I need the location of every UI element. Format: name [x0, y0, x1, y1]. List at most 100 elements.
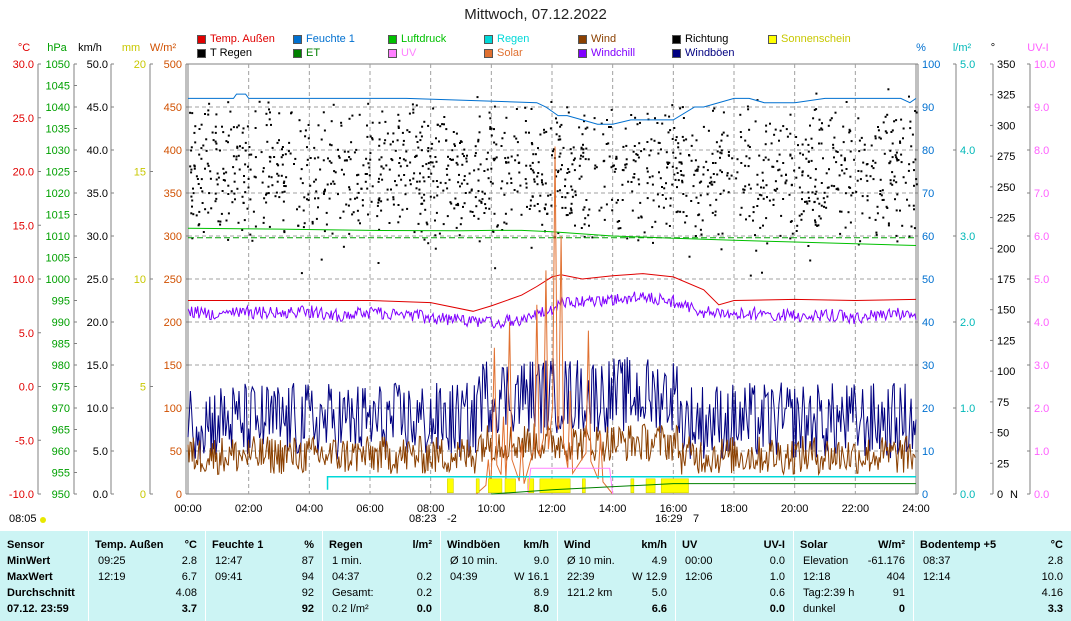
- richtung-point: [849, 150, 852, 153]
- richtung-point: [651, 183, 654, 186]
- richtung-point: [915, 111, 918, 114]
- richtung-point: [536, 183, 539, 186]
- richtung-point: [423, 199, 426, 202]
- richtung-point: [591, 236, 594, 239]
- richtung-point: [194, 141, 197, 144]
- richtung-point: [780, 214, 783, 217]
- richtung-point: [322, 111, 325, 114]
- richtung-point: [381, 110, 384, 113]
- richtung-point: [652, 241, 654, 244]
- col-header: Wind: [564, 539, 591, 551]
- richtung-point: [566, 192, 569, 195]
- richtung-point: [694, 235, 697, 237]
- legend-swatch: [388, 48, 397, 58]
- avg-value: 92: [301, 587, 314, 599]
- richtung-point: [366, 187, 369, 190]
- richtung-point: [293, 163, 295, 165]
- richtung-point: [709, 176, 712, 179]
- richtung-point: [779, 234, 782, 237]
- richtung-point: [809, 176, 812, 179]
- richtung-point: [857, 170, 860, 172]
- richtung-point: [327, 157, 329, 160]
- richtung-point: [711, 152, 714, 155]
- richtung-point: [307, 124, 310, 126]
- richtung-point: [902, 137, 904, 140]
- tick-label-pct: 100: [922, 59, 940, 71]
- richtung-point: [439, 181, 442, 184]
- richtung-point: [276, 141, 279, 144]
- richtung-point: [483, 192, 486, 195]
- richtung-point: [707, 185, 710, 188]
- richtung-point: [284, 153, 287, 156]
- richtung-point: [337, 193, 339, 196]
- richtung-point: [427, 242, 430, 245]
- col-unit: %: [304, 539, 314, 551]
- richtung-point: [348, 188, 351, 191]
- minwert-label: MinWert: [7, 555, 51, 567]
- richtung-point: [476, 96, 479, 99]
- richtung-point: [419, 172, 421, 175]
- richtung-point: [827, 124, 830, 127]
- richtung-point: [782, 198, 785, 200]
- tick-label-lm2: 5.0: [960, 59, 975, 71]
- richtung-point: [315, 190, 318, 193]
- richtung-point: [883, 152, 886, 155]
- tick-label-mm: 20: [134, 59, 146, 71]
- axis-unit-hpa: hPa: [47, 42, 67, 54]
- richtung-point: [254, 127, 257, 129]
- richtung-point: [296, 208, 298, 211]
- tick-label-temp: 15.0: [13, 220, 34, 232]
- richtung-point: [418, 192, 421, 195]
- tick-label-hpa: 960: [52, 446, 70, 458]
- richtung-point: [684, 221, 687, 224]
- richtung-point: [339, 216, 342, 219]
- richtung-point: [764, 156, 767, 159]
- richtung-point: [699, 194, 702, 197]
- richtung-point: [345, 203, 348, 206]
- richtung-point: [555, 117, 557, 120]
- richtung-point: [483, 170, 486, 172]
- richtung-point: [432, 107, 435, 110]
- richtung-point: [613, 170, 616, 173]
- richtung-point: [902, 127, 905, 130]
- richtung-point: [874, 135, 877, 138]
- richtung-point: [380, 200, 383, 203]
- richtung-point: [290, 112, 292, 115]
- richtung-point: [434, 156, 437, 158]
- richtung-point: [453, 143, 456, 146]
- richtung-point: [789, 237, 792, 240]
- richtung-point: [915, 183, 918, 186]
- legend-item: ET: [293, 47, 320, 59]
- tick-label-mm: 5: [140, 382, 146, 394]
- tick-label-hpa: 980: [52, 360, 70, 372]
- richtung-point: [504, 157, 507, 160]
- richtung-point: [583, 114, 586, 117]
- tick-label-deg: 300: [997, 120, 1015, 132]
- richtung-point: [745, 218, 747, 221]
- richtung-point: [227, 141, 229, 144]
- richtung-point: [236, 187, 239, 190]
- richtung-point: [756, 173, 759, 176]
- richtung-point: [661, 194, 664, 196]
- legend-swatch: [484, 34, 493, 44]
- richtung-point: [706, 169, 709, 172]
- richtung-point: [204, 208, 207, 211]
- x-tick-label: 10:00: [478, 503, 506, 515]
- richtung-point: [862, 161, 865, 164]
- richtung-point: [348, 117, 351, 120]
- richtung-point: [749, 274, 752, 277]
- richtung-point: [215, 178, 218, 181]
- richtung-point: [361, 199, 364, 202]
- richtung-point: [481, 190, 484, 193]
- richtung-point: [449, 201, 452, 204]
- richtung-point: [679, 107, 682, 110]
- richtung-point: [910, 225, 913, 228]
- richtung-point: [423, 193, 426, 196]
- x-tick-label: 20:00: [781, 503, 809, 515]
- richtung-point: [866, 199, 869, 202]
- richtung-point: [863, 148, 866, 151]
- axis-unit-kmh: km/h: [78, 42, 102, 54]
- richtung-point: [227, 238, 230, 241]
- richtung-point: [564, 185, 566, 188]
- richtung-point: [423, 180, 426, 183]
